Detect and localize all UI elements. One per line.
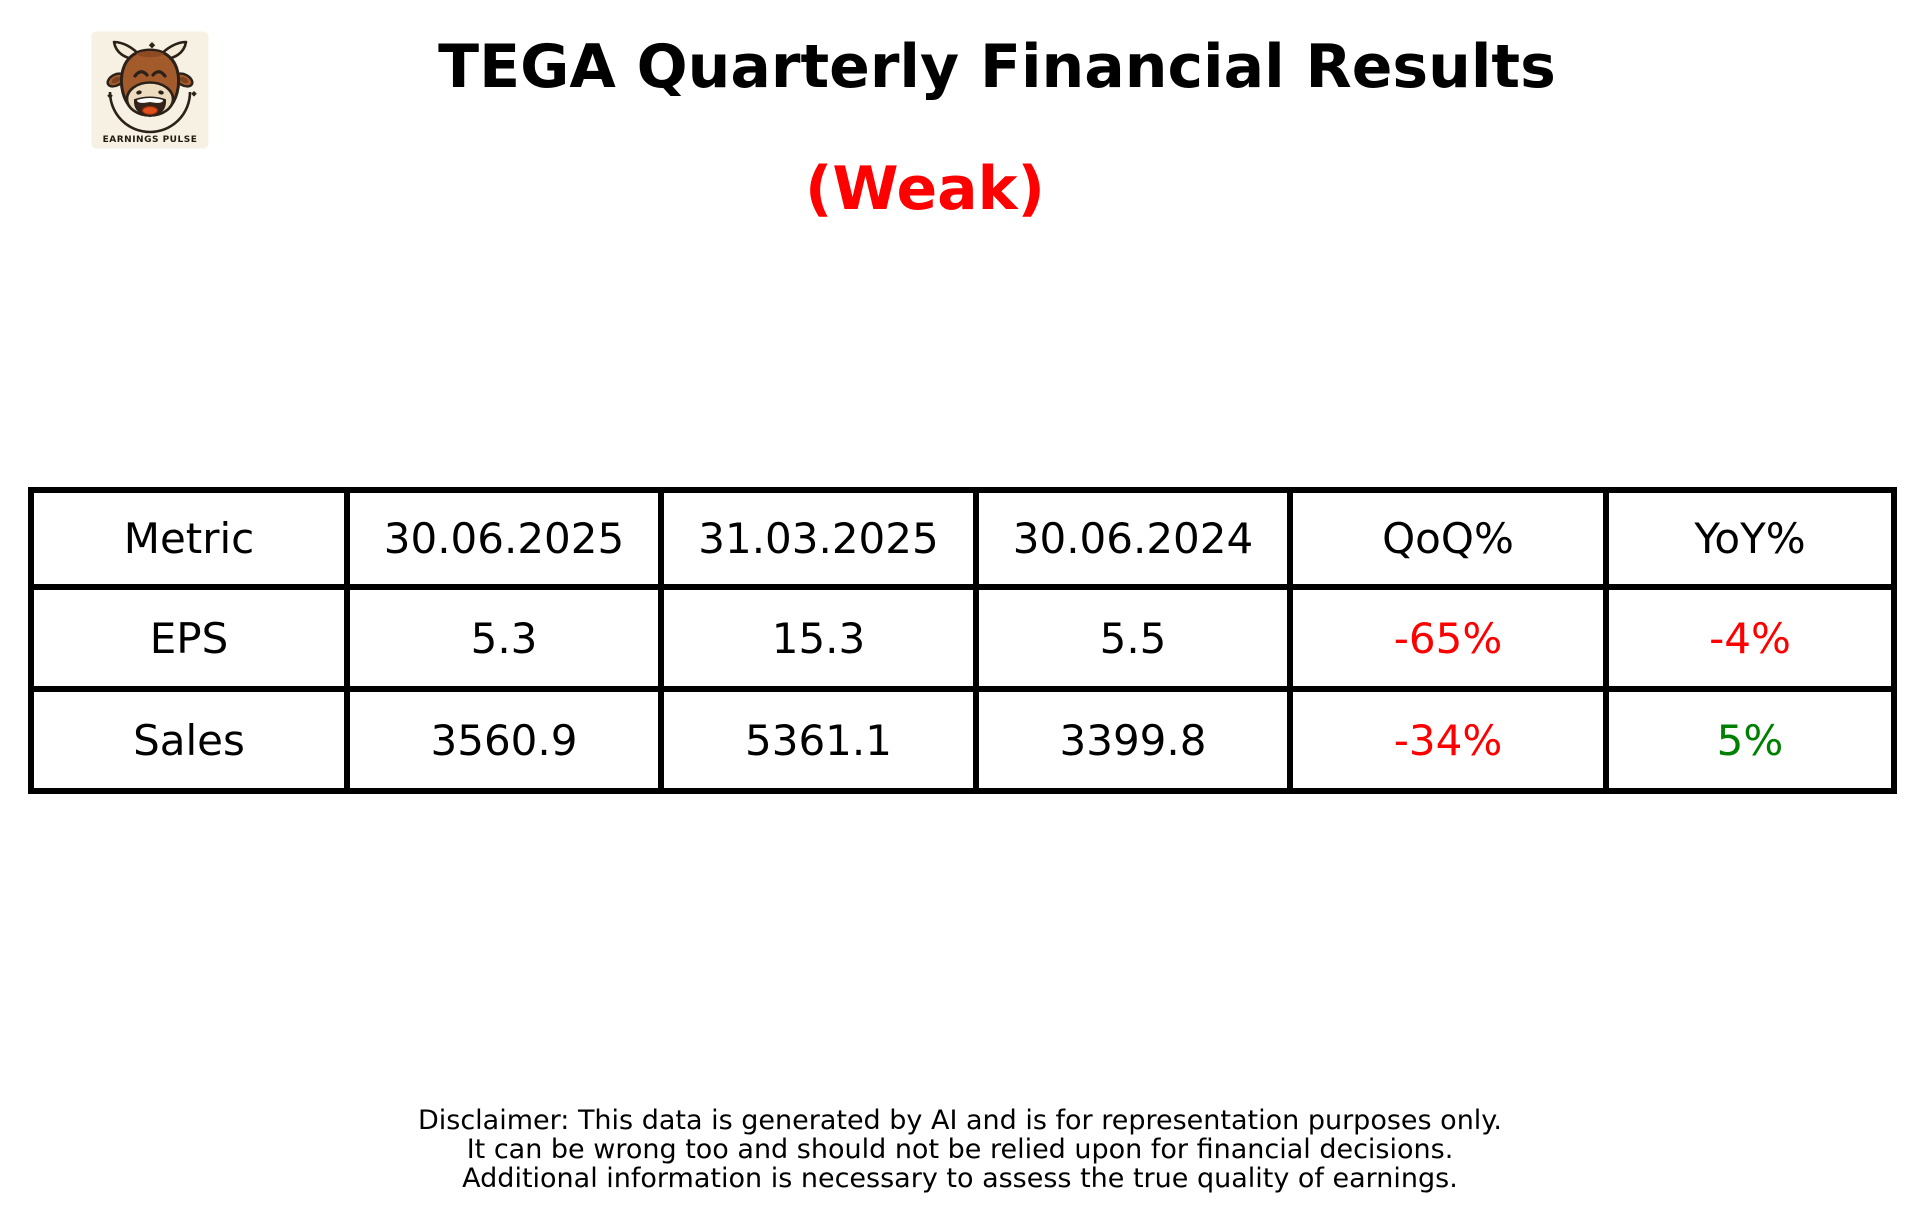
table-row-sales: Sales 3560.9 5361.1 3399.8 -34% 5% <box>28 686 1897 794</box>
cell-sales-q1: 3560.9 <box>344 686 664 794</box>
disclaimer-line-3: Additional information is necessary to a… <box>462 1163 1458 1194</box>
col-header-30-06-2025: 30.06.2025 <box>344 487 664 590</box>
col-header-31-03-2025: 31.03.2025 <box>658 487 979 590</box>
earnings-pulse-logo: EARNINGS PULSE <box>90 30 210 150</box>
cell-sales-yoy: 5% <box>1603 686 1897 794</box>
cell-sales-q3: 3399.8 <box>973 686 1293 794</box>
cell-sales-qoq: -34% <box>1287 686 1609 794</box>
col-header-metric: Metric <box>28 487 350 590</box>
cell-eps-metric: EPS <box>28 584 350 692</box>
cell-eps-q1: 5.3 <box>344 584 664 692</box>
cell-eps-q2: 15.3 <box>658 584 979 692</box>
cell-sales-metric: Sales <box>28 686 350 794</box>
cell-eps-qoq: -65% <box>1287 584 1609 692</box>
col-header-qoq: QoQ% <box>1287 487 1609 590</box>
logo-brand-text: EARNINGS PULSE <box>103 135 198 145</box>
disclaimer: Disclaimer: This data is generated by AI… <box>418 1106 1502 1193</box>
disclaimer-line-1: Disclaimer: This data is generated by AI… <box>417 1105 1503 1136</box>
results-table: Metric 30.06.2025 31.03.2025 30.06.2024 … <box>28 487 1897 794</box>
verdict-subtitle: (Weak) <box>805 154 1045 224</box>
col-header-yoy: YoY% <box>1603 487 1897 590</box>
col-header-30-06-2024: 30.06.2024 <box>973 487 1293 590</box>
table-header-row: Metric 30.06.2025 31.03.2025 30.06.2024 … <box>28 487 1897 590</box>
table-row-eps: EPS 5.3 15.3 5.5 -65% -4% <box>28 584 1897 692</box>
bull-icon: EARNINGS PULSE <box>91 31 209 149</box>
page-title: TEGA Quarterly Financial Results <box>438 32 1556 102</box>
cell-eps-q3: 5.5 <box>973 584 1293 692</box>
disclaimer-line-2: It can be wrong too and should not be re… <box>466 1134 1454 1165</box>
cell-eps-yoy: -4% <box>1603 584 1897 692</box>
cell-sales-q2: 5361.1 <box>658 686 979 794</box>
